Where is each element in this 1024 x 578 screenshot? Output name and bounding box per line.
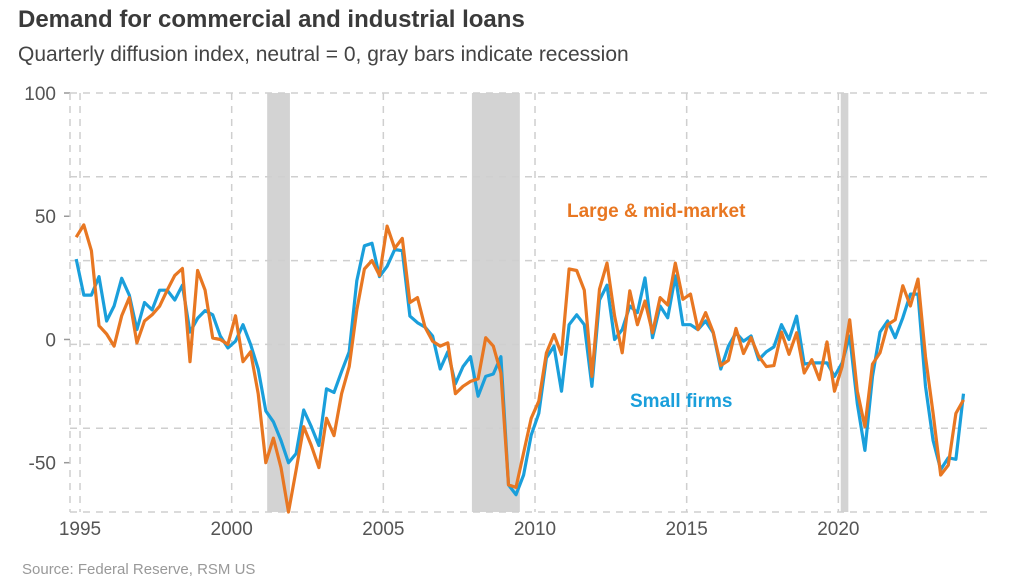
chart-title: Demand for commercial and industrial loa… bbox=[18, 6, 525, 33]
y-tick-label: 100 bbox=[24, 84, 56, 105]
x-tick-label: 2005 bbox=[362, 519, 404, 540]
recession-bar bbox=[267, 93, 290, 512]
x-tick-label: 1995 bbox=[59, 519, 101, 540]
y-tick-label: 50 bbox=[35, 207, 56, 228]
chart-subtitle: Quarterly diffusion index, neutral = 0, … bbox=[18, 43, 629, 66]
y-tick-label: 0 bbox=[45, 330, 56, 351]
series-label-large-mid-market: Large & mid-market bbox=[567, 201, 746, 222]
recession-bars bbox=[267, 93, 849, 512]
x-tick-label: 2020 bbox=[817, 519, 859, 540]
y-tick-label: -50 bbox=[29, 454, 56, 475]
x-tick-label: 2000 bbox=[211, 519, 253, 540]
series-line-large-mid-market bbox=[74, 223, 965, 514]
tick-labels: 100 50 0 -50 1995 2000 2005 2010 2015 2020 bbox=[24, 84, 859, 540]
source-note: Source: Federal Reserve, RSM US bbox=[22, 561, 256, 578]
recession-bar bbox=[840, 93, 849, 512]
x-tick-label: 2010 bbox=[514, 519, 556, 540]
series-lines bbox=[74, 223, 966, 514]
recession-bar bbox=[471, 93, 520, 512]
x-tick-label: 2015 bbox=[666, 519, 708, 540]
series-label-small-firms: Small firms bbox=[630, 391, 732, 412]
